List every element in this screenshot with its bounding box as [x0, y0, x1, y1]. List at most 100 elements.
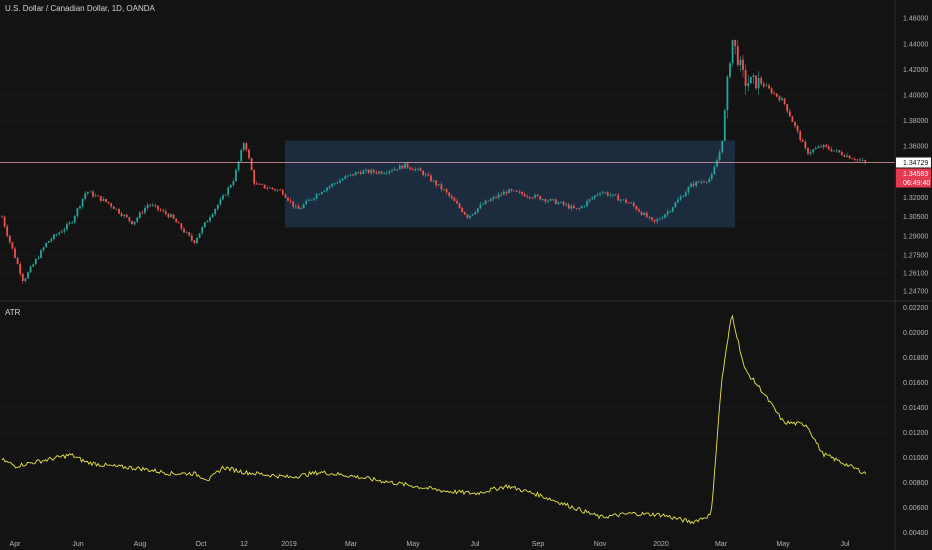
candle-body	[398, 165, 401, 170]
candle-body	[848, 155, 851, 159]
candle-body	[830, 149, 833, 152]
price-axis[interactable]: 1.46000 1.44000 1.42000 1.40000 1.38000 1.360…	[903, 16, 928, 296]
candle-body	[419, 168, 422, 171]
candle-body	[29, 266, 32, 273]
candle-body	[669, 211, 672, 213]
candle-body	[510, 189, 513, 191]
candle-body	[809, 152, 812, 154]
candle-body	[791, 116, 794, 122]
candle-body	[320, 191, 323, 194]
candle-body	[586, 201, 588, 206]
candle-body	[461, 207, 464, 213]
candle-body	[42, 247, 45, 251]
candle-body	[606, 192, 609, 196]
candle-body	[638, 209, 640, 212]
candle-body	[211, 214, 214, 218]
candle-body	[170, 214, 172, 218]
candle-body	[11, 242, 14, 249]
candle-body	[448, 192, 451, 196]
candle-body	[92, 191, 94, 197]
candle-body	[487, 200, 490, 202]
candle-body	[123, 214, 126, 217]
candle-body	[315, 194, 318, 199]
candle-body	[856, 159, 859, 161]
candle-body	[635, 206, 638, 210]
candle-body	[89, 191, 92, 193]
candle-body	[328, 186, 331, 188]
candle-body	[682, 196, 685, 198]
candle-body	[375, 172, 378, 174]
candle-body	[94, 195, 97, 197]
candle-body	[593, 195, 596, 198]
candle-body	[671, 207, 674, 212]
candle-body	[146, 204, 149, 208]
time-tick-label: May	[776, 541, 790, 548]
candle-body	[778, 96, 781, 101]
atr-tick-label: 0.00600	[903, 505, 928, 512]
candle-body	[326, 187, 328, 191]
candle-body	[443, 189, 445, 191]
candle-body	[50, 239, 53, 242]
candle-body	[232, 181, 235, 186]
candle-body	[97, 195, 100, 197]
range-rectangle[interactable]	[285, 140, 735, 228]
indicator-title[interactable]: ATR	[5, 308, 21, 317]
candle-body	[450, 195, 453, 198]
candle-body	[588, 199, 591, 202]
candle-body	[383, 173, 386, 175]
candle-body	[482, 204, 484, 205]
candle-body	[430, 175, 432, 182]
candle-body	[755, 75, 757, 89]
candle-body	[183, 228, 185, 233]
candle-body	[710, 174, 713, 179]
candle-body	[625, 199, 627, 203]
candle-body	[851, 158, 854, 160]
candle-body	[237, 161, 240, 171]
candle-body	[799, 131, 802, 140]
candle-body	[547, 200, 549, 202]
candle-body	[690, 183, 692, 188]
candle-body	[864, 160, 867, 162]
candle-body	[497, 194, 500, 198]
candle-body	[47, 241, 50, 243]
time-axis[interactable]: Apr Jun Aug Oct 12 2019 Mar May Jul Sep Nov 2020 Mar…	[10, 541, 850, 548]
current-price-tag-label: 1.34583	[903, 171, 928, 178]
candle-body	[73, 215, 76, 223]
candle-body	[812, 149, 815, 153]
candle-body	[45, 242, 48, 248]
candle-body	[16, 257, 19, 265]
candle-body	[424, 174, 427, 176]
candle-body	[1, 216, 3, 218]
candle-body	[242, 143, 245, 151]
candle-body	[133, 221, 136, 225]
candle-body	[648, 217, 651, 218]
candle-body	[294, 206, 297, 208]
candle-body	[180, 223, 183, 229]
price-tick-label: 1.46000	[903, 16, 928, 23]
candle-body	[664, 214, 666, 218]
atr-axis[interactable]: 0.02200 0.02000 0.01800 0.01600 0.01400 0.012…	[903, 305, 928, 537]
candle-body	[708, 178, 711, 182]
candle-body	[843, 155, 846, 157]
candle-body	[833, 150, 835, 152]
candle-body	[495, 197, 497, 198]
candle-body	[552, 199, 555, 200]
candle-body	[684, 192, 687, 197]
candle-body	[703, 181, 705, 183]
candle-body	[357, 172, 360, 174]
candle-body	[19, 264, 22, 274]
candle-body	[378, 171, 380, 174]
candle-body	[749, 76, 752, 84]
candle-body	[440, 184, 443, 190]
candle-body	[81, 198, 84, 207]
candle-body	[747, 83, 750, 87]
candle-body	[318, 193, 321, 195]
candle-body	[734, 39, 737, 47]
candle-body	[167, 213, 170, 218]
candle-body	[385, 172, 388, 174]
candle-body	[105, 199, 107, 202]
atr-tick-label: 0.02200	[903, 305, 928, 312]
candle-body	[417, 168, 419, 170]
candle-body	[731, 39, 734, 64]
